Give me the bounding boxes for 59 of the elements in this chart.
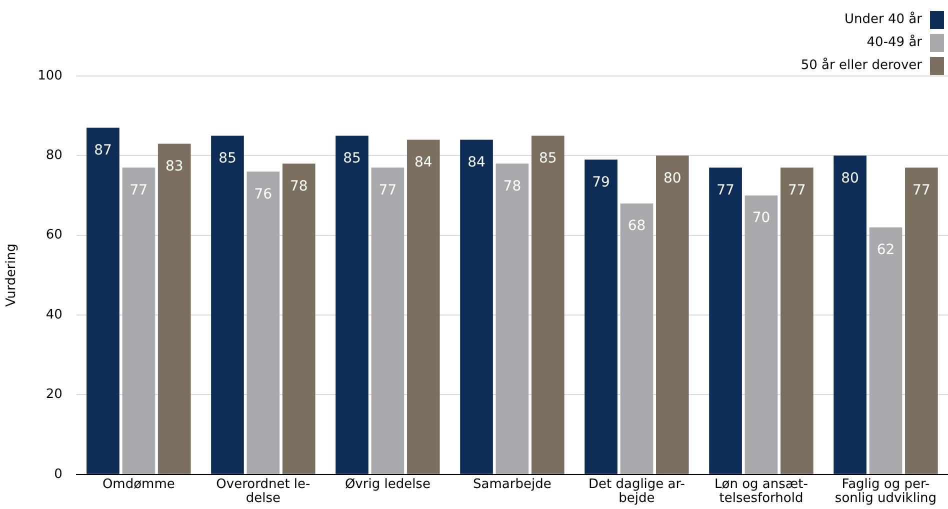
x-tick-label: Samarbejde bbox=[473, 476, 552, 492]
bar bbox=[406, 140, 440, 474]
bar bbox=[86, 128, 120, 474]
data-label: 68 bbox=[628, 218, 646, 234]
legend-label: 40-49 år bbox=[866, 35, 922, 50]
bar bbox=[834, 156, 866, 474]
data-label: 78 bbox=[290, 178, 308, 194]
data-label: 77 bbox=[378, 182, 397, 198]
bar bbox=[158, 144, 191, 474]
data-label: 70 bbox=[752, 210, 770, 226]
data-label: 85 bbox=[538, 150, 557, 166]
bar bbox=[211, 136, 244, 474]
y-tick-label: 20 bbox=[46, 387, 62, 402]
data-label: 87 bbox=[94, 142, 112, 158]
x-tick-label: Faglig og per- sonlig udvikling bbox=[834, 476, 937, 506]
y-tick-label: 60 bbox=[46, 228, 62, 243]
bar bbox=[122, 168, 156, 474]
bar bbox=[336, 136, 368, 474]
bar bbox=[371, 168, 404, 474]
bar bbox=[282, 164, 316, 474]
x-tick-label: Det daglige ar- bejde bbox=[588, 476, 686, 506]
data-label: 79 bbox=[592, 174, 610, 190]
bar bbox=[744, 196, 778, 474]
x-tick-label: Overordnet le- delse bbox=[216, 476, 311, 506]
y-tick-label: 100 bbox=[38, 68, 62, 84]
bar bbox=[656, 156, 689, 474]
data-label: 78 bbox=[503, 178, 522, 194]
data-label: 83 bbox=[165, 158, 184, 174]
data-label: 77 bbox=[130, 182, 148, 198]
y-tick-label: 80 bbox=[46, 148, 62, 164]
data-label: 77 bbox=[788, 182, 806, 198]
y-tick-label: 40 bbox=[46, 307, 62, 322]
bar bbox=[780, 168, 814, 474]
y-axis-title: Vurdering bbox=[4, 244, 20, 307]
bar bbox=[246, 172, 280, 474]
data-label: 77 bbox=[912, 182, 930, 198]
legend-label: Under 40 år bbox=[844, 12, 922, 27]
data-label: 62 bbox=[876, 242, 895, 258]
data-label: 84 bbox=[414, 154, 432, 170]
data-label: 85 bbox=[343, 150, 361, 166]
data-label: 80 bbox=[664, 170, 682, 186]
bar bbox=[905, 168, 938, 474]
x-tick-label: Løn og ansæt- telsesforhold bbox=[714, 476, 808, 506]
data-label: 84 bbox=[468, 154, 486, 170]
bar bbox=[709, 168, 742, 474]
x-tick-label: Omdømme bbox=[102, 476, 175, 492]
bar bbox=[531, 136, 564, 474]
data-label: 80 bbox=[841, 170, 859, 186]
bar bbox=[584, 160, 618, 474]
x-tick-label: Øvrig ledelse bbox=[344, 476, 430, 492]
data-label: 85 bbox=[218, 150, 236, 166]
legend-label: 50 år eller derover bbox=[800, 58, 922, 73]
bar bbox=[460, 140, 493, 474]
y-tick-label: 0 bbox=[54, 466, 62, 482]
data-label: 77 bbox=[716, 182, 734, 198]
data-label: 76 bbox=[254, 186, 272, 202]
bar bbox=[496, 164, 529, 474]
bar bbox=[620, 203, 654, 474]
bar bbox=[869, 227, 902, 474]
